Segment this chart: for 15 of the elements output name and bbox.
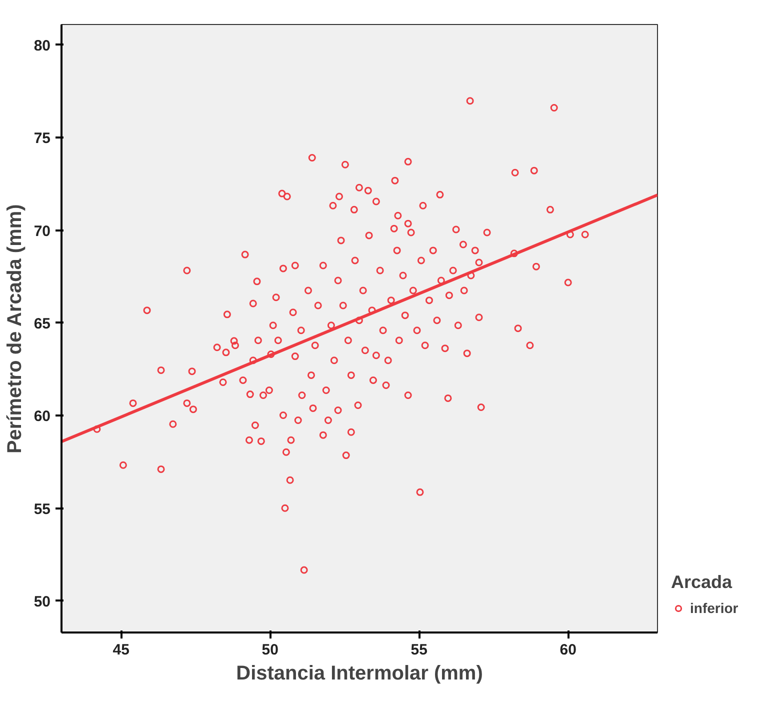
y-tick-label: 75 — [34, 130, 51, 148]
y-tick-label: 65 — [34, 315, 51, 332]
y-tick-label: 50 — [34, 593, 51, 610]
x-axis-title: Distancia Intermolar (mm) — [236, 662, 483, 684]
x-tick-label: 45 — [112, 642, 130, 658]
legend-label: inferior — [690, 600, 738, 616]
y-tick-label: 80 — [34, 37, 51, 54]
x-tick-label: 60 — [560, 642, 576, 658]
y-tick-label: 55 — [34, 500, 51, 518]
legend-title: Arcada — [671, 572, 734, 593]
x-tick-label: 55 — [410, 642, 428, 658]
x-tick-label: 50 — [262, 642, 278, 658]
y-tick-label: 60 — [34, 408, 51, 426]
y-axis-title: Perímetro de Arcada (mm) — [4, 204, 26, 454]
y-tick-label: 70 — [34, 222, 51, 240]
